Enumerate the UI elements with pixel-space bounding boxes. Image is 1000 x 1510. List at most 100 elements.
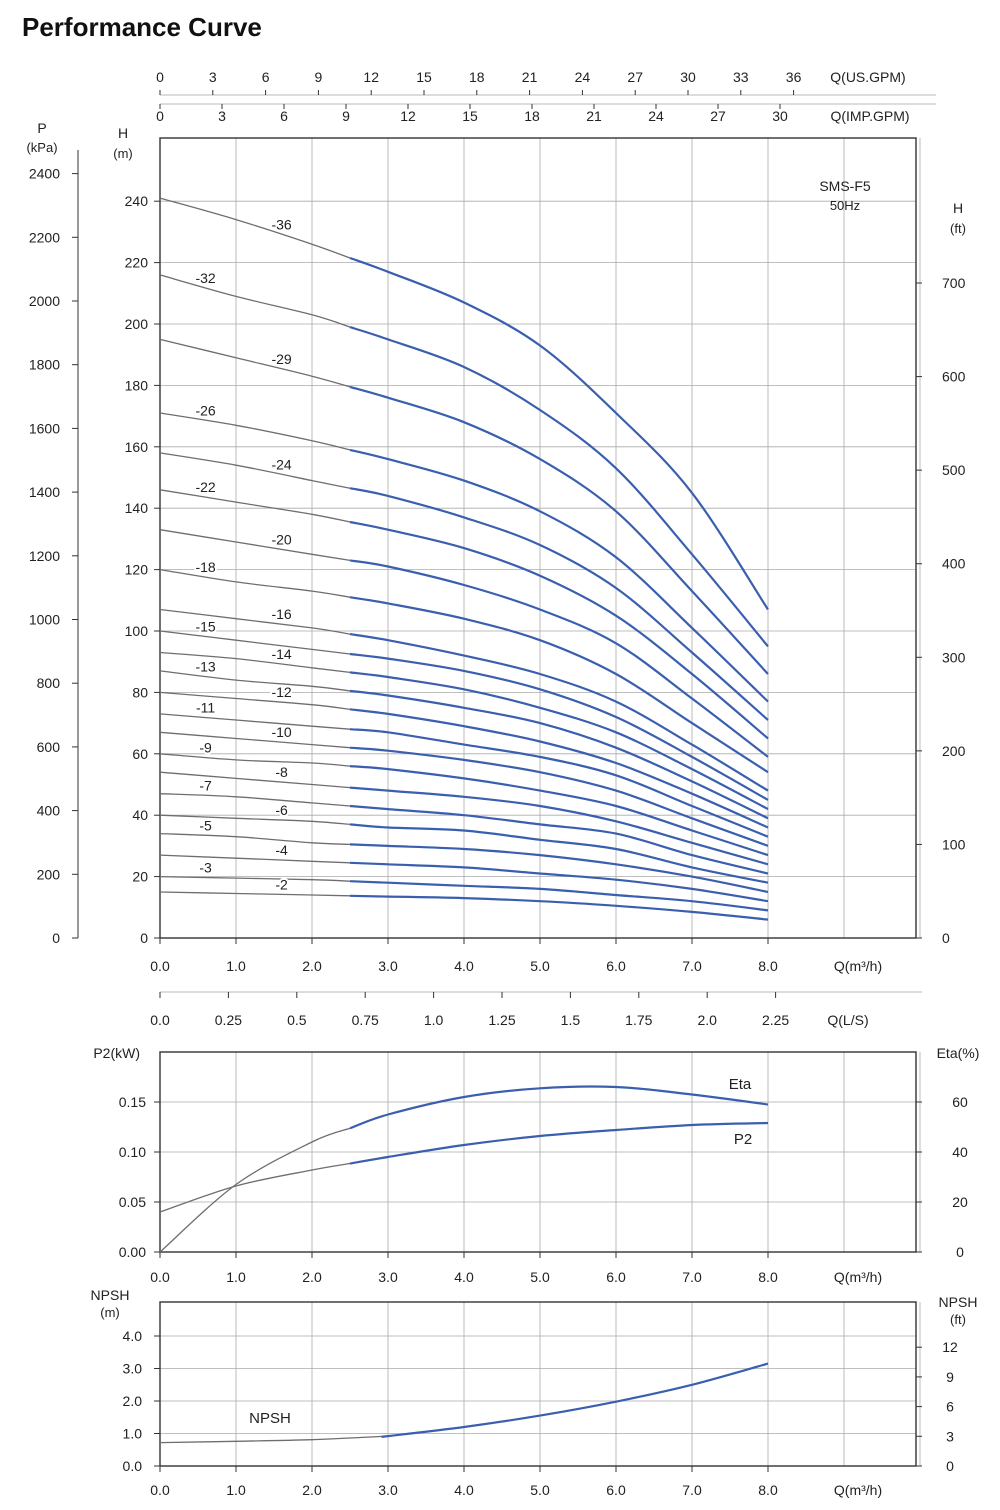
stage-label: -16	[271, 606, 291, 622]
us-gpm-axis-label: Q(US.GPM)	[830, 69, 905, 85]
head-ft-tick-label: 200	[942, 743, 966, 759]
p2-axis-label: P2(kW)	[93, 1045, 140, 1061]
q-tick-label: 7.0	[682, 958, 702, 974]
q-ls-tick-label: 1.5	[561, 1012, 581, 1028]
q-ls-tick-label: 0.0	[150, 1012, 170, 1028]
head-ft-axis-unit: (ft)	[950, 221, 966, 236]
pressure-tick-label: 600	[37, 739, 61, 755]
head-curve-32-low-flow	[159, 274, 351, 328]
p2-tick-label: 0.05	[119, 1194, 146, 1210]
head-curve-22-operating	[349, 520, 769, 740]
stage-label: -9	[199, 739, 212, 755]
p2-q-tick-label: 8.0	[758, 1269, 778, 1285]
imp-gpm-tick-label: 27	[710, 108, 726, 124]
q-ls-tick-label: 0.75	[352, 1012, 379, 1028]
stage-label: -2	[275, 876, 288, 892]
head-curve-18-operating	[349, 596, 769, 774]
us-gpm-tick-label: 12	[363, 69, 379, 85]
us-gpm-tick-label: 18	[469, 69, 485, 85]
npsh-ft-tick-label: 12	[942, 1339, 958, 1355]
npsh-q-tick-label: 6.0	[606, 1482, 626, 1498]
head-curve-11-operating	[349, 728, 769, 838]
head-curve-36-low-flow	[159, 197, 351, 259]
stage-label: -13	[195, 658, 215, 674]
q-tick-label: 1.0	[226, 958, 246, 974]
head-curve-5-operating	[349, 843, 769, 894]
stage-label: -36	[271, 216, 291, 232]
pressure-tick-label: 1600	[29, 420, 60, 436]
q-axis-label: Q(m³/h)	[834, 958, 882, 974]
q-ls-tick-label: 2.25	[762, 1012, 789, 1028]
eta-tick-label: 60	[952, 1094, 968, 1110]
npsh-curve-operating	[381, 1362, 769, 1438]
us-gpm-tick-label: 21	[522, 69, 538, 85]
q-tick-label: 2.0	[302, 958, 322, 974]
head-curve-8-low-flow	[159, 771, 351, 789]
stage-label: -5	[199, 817, 212, 833]
imp-gpm-tick-label: 18	[524, 108, 540, 124]
head-curve-11-low-flow	[159, 713, 351, 730]
q-ls-tick-label: 1.25	[488, 1012, 515, 1028]
p2-q-tick-label: 4.0	[454, 1269, 474, 1285]
stage-label: -10	[271, 724, 291, 740]
q-ls-tick-label: 1.75	[625, 1012, 652, 1028]
stage-label: -22	[195, 479, 215, 495]
head-ft-tick-label: 700	[942, 275, 966, 291]
npsh-q-tick-label: 0.0	[150, 1482, 170, 1498]
eta-tick-label: 20	[952, 1194, 968, 1210]
eta-curve-operating	[349, 1085, 769, 1130]
head-m-tick-label: 140	[125, 500, 149, 516]
head-curve-9-low-flow	[159, 753, 351, 767]
head-m-tick-label: 20	[132, 869, 148, 885]
head-curve-7-operating	[349, 804, 769, 875]
head-ft-tick-label: 100	[942, 836, 966, 852]
head-curve-29-low-flow	[159, 338, 351, 388]
us-gpm-tick-label: 15	[416, 69, 432, 85]
q-tick-label: 3.0	[378, 958, 398, 974]
pressure-tick-label: 1200	[29, 548, 60, 564]
head-curve-6-low-flow	[159, 814, 351, 826]
head-m-axis-label: H	[118, 125, 128, 141]
imp-gpm-tick-label: 0	[156, 108, 164, 124]
p2-q-tick-label: 0.0	[150, 1269, 170, 1285]
npsh-curve-label: NPSH	[249, 1410, 291, 1427]
p2-q-tick-label: 1.0	[226, 1269, 246, 1285]
npsh-m-axis-unit: (m)	[100, 1305, 120, 1320]
stage-label: -18	[195, 559, 215, 575]
pressure-tick-label: 0	[52, 930, 60, 946]
p2-tick-label: 0.00	[119, 1244, 146, 1260]
us-gpm-tick-label: 0	[156, 69, 164, 85]
head-curve-20-low-flow	[159, 529, 351, 562]
us-gpm-tick-label: 3	[209, 69, 217, 85]
head-curve-16-operating	[349, 633, 769, 792]
npsh-q-tick-label: 5.0	[530, 1482, 550, 1498]
stage-label: -32	[195, 270, 215, 286]
p2-tick-label: 0.10	[119, 1144, 146, 1160]
npsh-q-axis-label: Q(m³/h)	[834, 1482, 882, 1498]
head-m-tick-label: 220	[125, 255, 149, 271]
head-ft-tick-label: 500	[942, 462, 966, 478]
p2-q-tick-label: 2.0	[302, 1269, 322, 1285]
head-curve-6-operating	[349, 823, 769, 884]
stage-label: -20	[271, 531, 291, 547]
page-title: Performance Curve	[22, 12, 262, 42]
pressure-tick-label: 400	[37, 803, 61, 819]
imp-gpm-tick-label: 30	[772, 108, 788, 124]
npsh-curve-low-flow	[159, 1435, 395, 1444]
imp-gpm-tick-label: 6	[280, 108, 288, 124]
imp-gpm-tick-label: 21	[586, 108, 602, 124]
p2-q-tick-label: 3.0	[378, 1269, 398, 1285]
q-tick-label: 4.0	[454, 958, 474, 974]
npsh-m-tick-label: 0.0	[123, 1458, 143, 1474]
pressure-tick-label: 2000	[29, 293, 60, 309]
pressure-tick-label: 1000	[29, 612, 60, 628]
npsh-m-tick-label: 1.0	[123, 1426, 143, 1442]
q-ls-tick-label: 0.25	[215, 1012, 242, 1028]
npsh-ft-tick-label: 9	[946, 1369, 954, 1385]
npsh-ft-axis-unit: (ft)	[950, 1312, 966, 1327]
head-curve-14-operating	[349, 671, 769, 811]
us-gpm-tick-label: 36	[786, 69, 802, 85]
imp-gpm-tick-label: 15	[462, 108, 478, 124]
stage-label: -6	[275, 802, 288, 818]
stage-label: -14	[271, 646, 291, 662]
